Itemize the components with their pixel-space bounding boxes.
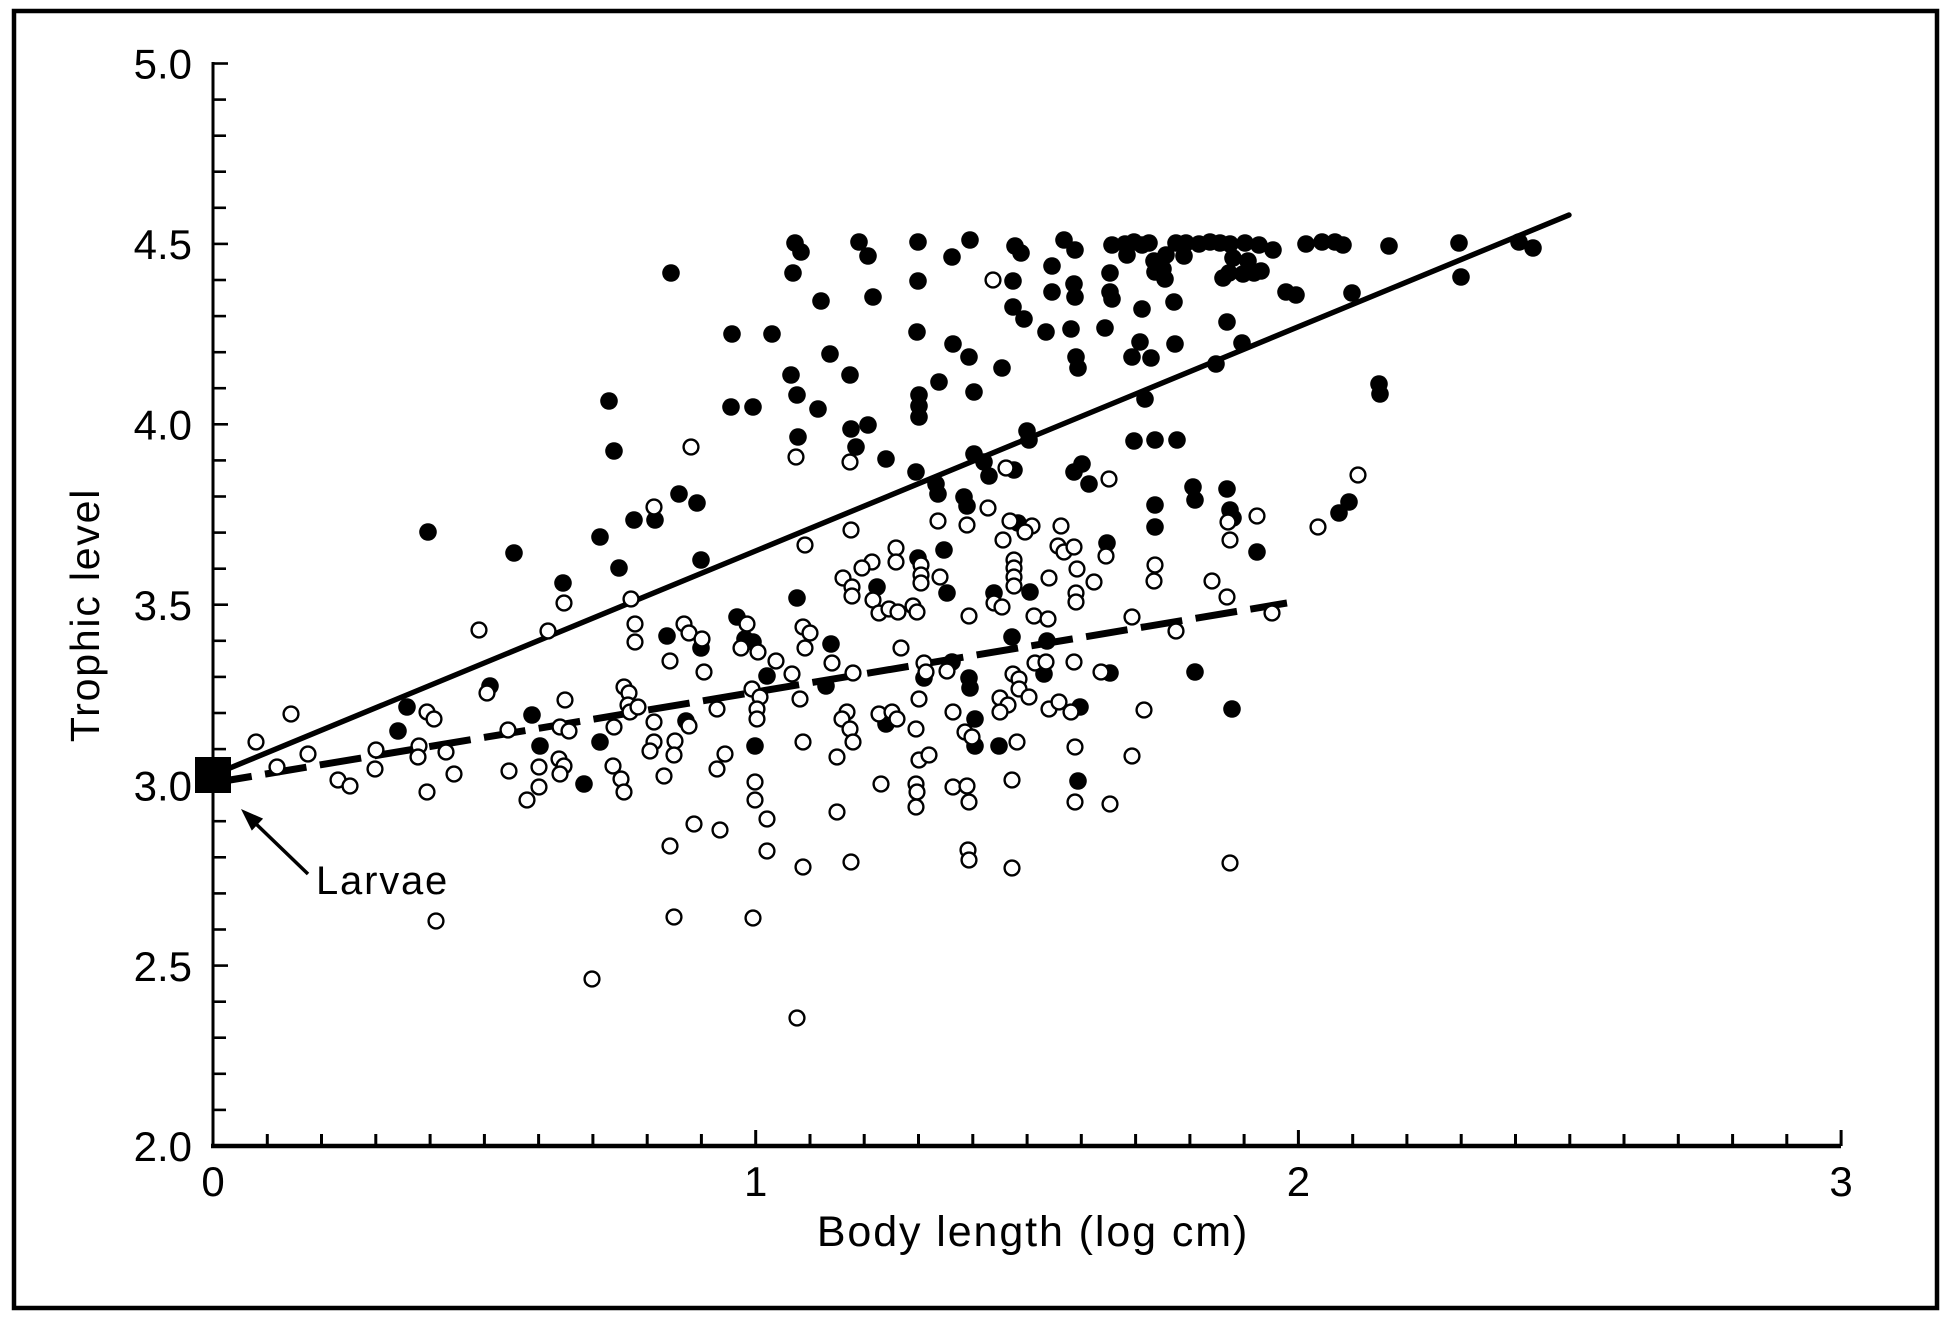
svg-text:3.0: 3.0 <box>134 762 192 809</box>
svg-text:0: 0 <box>201 1158 224 1205</box>
svg-text:3.5: 3.5 <box>134 582 192 629</box>
svg-text:2.0: 2.0 <box>134 1123 192 1170</box>
svg-text:Body length (log cm): Body length (log cm) <box>817 1208 1249 1256</box>
svg-text:2: 2 <box>1287 1158 1310 1205</box>
svg-text:5.0: 5.0 <box>134 41 192 88</box>
svg-text:4.5: 4.5 <box>134 221 192 268</box>
svg-text:Trophic level: Trophic level <box>62 488 108 742</box>
svg-text:4.0: 4.0 <box>134 401 192 448</box>
svg-text:1: 1 <box>744 1158 767 1205</box>
svg-text:Larvae: Larvae <box>316 859 449 903</box>
svg-text:3: 3 <box>1829 1158 1852 1205</box>
svg-text:2.5: 2.5 <box>134 943 192 990</box>
